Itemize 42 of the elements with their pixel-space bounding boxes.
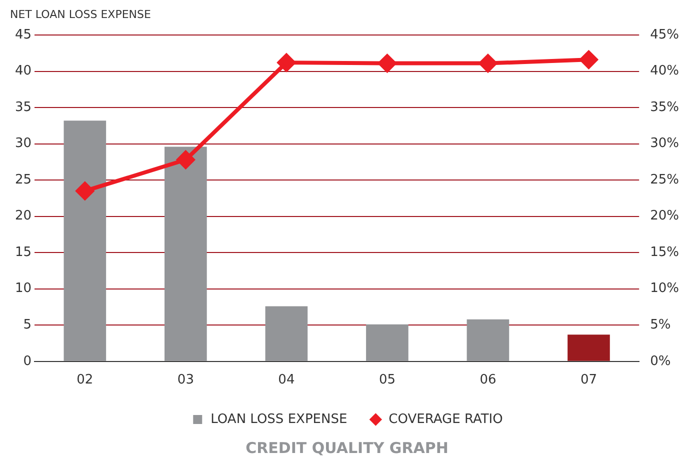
y2-tick-label: 25% <box>650 172 680 188</box>
y-tick-label: 35 <box>14 100 32 115</box>
bar <box>64 120 106 361</box>
y-tick-label: 30 <box>14 136 32 152</box>
y2-tick-label: 20% <box>650 208 680 224</box>
bar <box>366 324 408 361</box>
y-tick-label: 40 <box>14 64 32 79</box>
y-tick-label: 45 <box>14 27 32 42</box>
y2-tick-label: 40% <box>650 64 680 79</box>
x-tick-label: 05 <box>378 372 396 388</box>
point <box>580 50 598 69</box>
y2-tick-label: 15% <box>650 244 680 260</box>
x-tick-label: 06 <box>480 372 496 388</box>
y2-tick-label: 30% <box>650 136 680 152</box>
point <box>76 182 94 200</box>
bar <box>164 146 207 361</box>
y-tick-label: 10 <box>14 281 32 296</box>
y-tick-label: 0 <box>23 354 32 369</box>
point <box>378 54 396 72</box>
y-tick-label: 25 <box>14 172 32 188</box>
x-tick-label: 03 <box>177 372 194 388</box>
text: CREDIT QUALITY GRAPH <box>246 438 448 457</box>
y2-tick-label: 45% <box>650 27 680 42</box>
y-axis-title: NET LOAN LOSS EXPENSE <box>9 8 152 23</box>
legend-label: COVERAGE RATIO <box>388 412 503 427</box>
y2-tick-label: 5% <box>650 318 671 333</box>
legend-label: LOAN LOSS EXPENSE <box>210 412 348 427</box>
point <box>478 54 497 72</box>
x-tick-label: 04 <box>278 372 295 388</box>
x-tick-label: 07 <box>580 372 597 388</box>
y2-tick-label: 10% <box>650 281 680 296</box>
bar <box>466 319 510 361</box>
point <box>277 54 296 72</box>
y-tick-label: 5 <box>23 318 32 333</box>
y-tick-label: 15 <box>14 244 32 260</box>
point <box>176 150 195 169</box>
bar <box>265 306 308 361</box>
bar <box>568 334 610 361</box>
y2-tick-label: 0% <box>650 354 671 369</box>
y-tick-label: 20 <box>14 208 32 224</box>
y2-tick-label: 35% <box>650 100 680 115</box>
x-tick-label: 02 <box>76 372 94 388</box>
